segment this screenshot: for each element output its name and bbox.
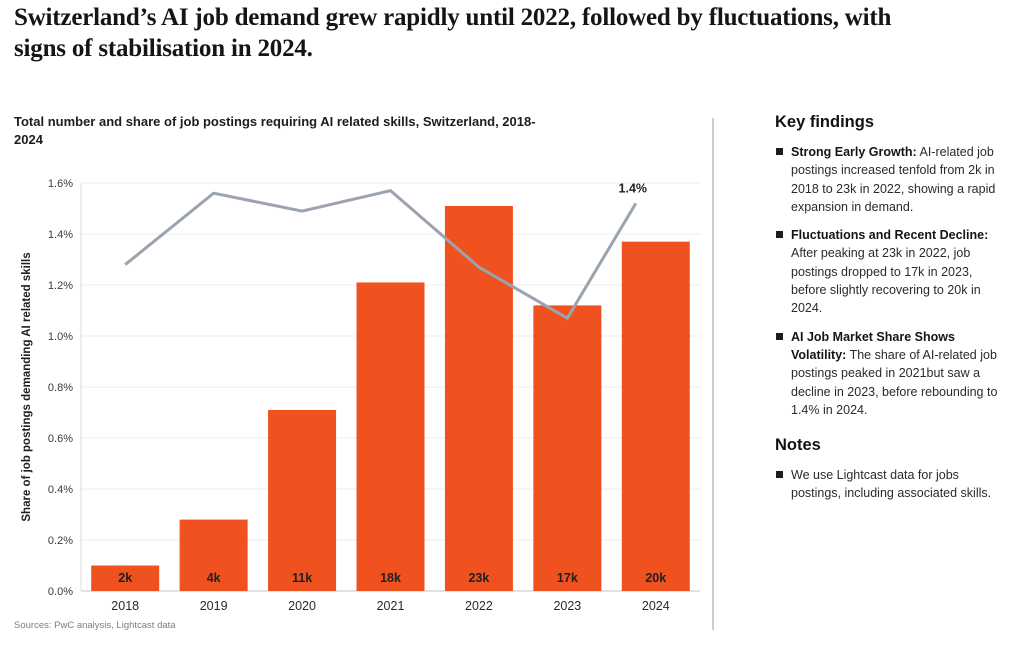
bar-2018: [91, 565, 160, 591]
x-tick-label: 2022: [465, 599, 493, 613]
bar-value-label: 23k: [468, 571, 489, 585]
ai-jobs-chart: 0.0% 0.2% 0.4% 0.6% 0.8% 1.0% 1.2% 1.4% 1.6% 2k 20…: [0, 160, 713, 620]
share-trend-line: [124, 189, 638, 321]
bullet-square-icon: [776, 231, 783, 239]
y-tick-label: 1.4%: [48, 229, 73, 241]
notes-list: We use Lightcast data for jobs postings,…: [775, 466, 1011, 503]
bar-line-chart-canvas: 0.0% 0.2% 0.4% 0.6% 0.8% 1.0% 1.2% 1.4% 1.6% 2k 20…: [21, 178, 700, 613]
note-item-text: We use Lightcast data for jobs postings,…: [791, 468, 992, 501]
key-finding-item: Fluctuations and Recent Decline: After p…: [775, 226, 1011, 317]
bar-2019: [179, 519, 248, 591]
bar-2021: [356, 282, 425, 591]
key-finding-item-text: AI-related job postings increased tenfol…: [791, 145, 996, 214]
chart-subtitle: Total number and share of job postings r…: [14, 114, 536, 147]
y-tick-label: 0.4%: [48, 484, 73, 496]
key-findings-heading: Key findings: [775, 113, 875, 131]
sources-note: Sources: PwC analysis, Lightcast data: [14, 620, 176, 631]
key-finding-item: Strong Early Growth: AI-related job post…: [775, 143, 1011, 216]
bullet-square-icon: [776, 471, 783, 479]
line-end-value-label: 1.4%: [619, 181, 648, 195]
key-finding-item: AI Job Market Share Shows Volatility: Th…: [775, 328, 1011, 419]
sidebar: Key findings Strong Early Growth: AI-rel…: [775, 112, 1011, 513]
x-tick-label: 2019: [200, 599, 228, 613]
key-finding-item-lead: Strong Early Growth:: [791, 145, 917, 159]
y-tick-label: 0.6%: [48, 433, 73, 445]
y-axis-title: Share of job postings demanding AI relat…: [21, 252, 33, 521]
y-tick-label: 0.0%: [48, 586, 73, 598]
bar-2024: [621, 241, 690, 591]
key-findings-list: Strong Early Growth: AI-related job post…: [775, 143, 1011, 419]
bar-2022: [444, 205, 513, 591]
bar-value-label: 4k: [207, 571, 221, 585]
x-tick-label: 2020: [288, 599, 316, 613]
bar-value-label: 11k: [292, 571, 312, 585]
y-tick-label: 1.6%: [48, 178, 73, 190]
x-tick-label: 2023: [553, 599, 581, 613]
bar-value-label: 2k: [118, 571, 132, 585]
bar-value-label: 18k: [380, 571, 401, 585]
page-title: Switzerland’s AI job demand grew rapidly…: [14, 4, 892, 62]
bullet-square-icon: [776, 148, 783, 155]
key-finding-item-text: After peaking at 23k in 2022, job postin…: [791, 246, 981, 316]
bar-2023: [533, 305, 602, 591]
bullet-square-icon: [776, 332, 783, 340]
x-tick-label: 2024: [642, 599, 670, 613]
x-tick-label: 2018: [111, 599, 139, 613]
note-item: We use Lightcast data for jobs postings,…: [775, 466, 1011, 503]
y-tick-label: 1.2%: [48, 280, 73, 292]
bar-value-label: 17k: [557, 571, 578, 585]
bar-value-label: 20k: [645, 571, 666, 585]
notes-heading: Notes: [775, 436, 821, 455]
key-finding-item-text: The share of AI-related job postings pea…: [791, 347, 998, 417]
bar-2020: [268, 409, 337, 591]
y-tick-label: 0.8%: [48, 382, 73, 394]
key-finding-item-lead: AI Job Market Share Shows Volatility:: [791, 329, 955, 362]
y-tick-label: 1.0%: [48, 331, 73, 343]
key-finding-item-lead: Fluctuations and Recent Decline:: [791, 228, 989, 243]
y-tick-label: 0.2%: [48, 535, 73, 547]
vertical-divider: [712, 118, 714, 630]
x-tick-label: 2021: [377, 599, 405, 613]
